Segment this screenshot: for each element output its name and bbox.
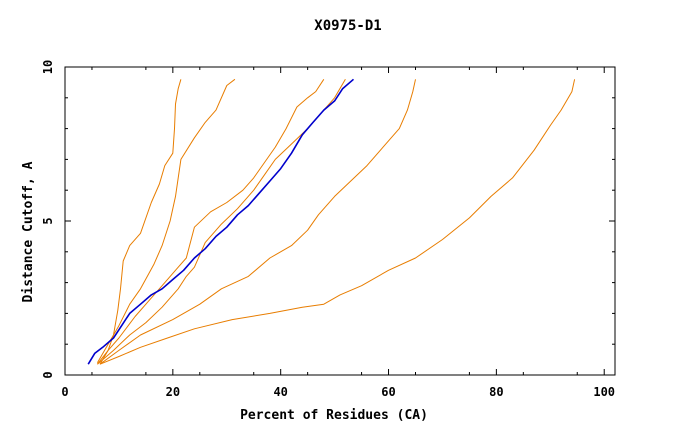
series-line-model-f xyxy=(99,79,576,365)
series-line-model-d xyxy=(97,79,346,365)
y-axis-label: Distance Cutoff, A xyxy=(21,161,36,302)
series-line-model-e xyxy=(99,79,416,365)
x-tick-label: 60 xyxy=(381,385,395,399)
x-tick-label: 20 xyxy=(166,385,180,399)
axis-layer: 0 20 40 60 80 100 0 5 10 xyxy=(41,60,615,399)
series-layer xyxy=(87,78,576,365)
series-line-model-c xyxy=(97,79,325,365)
y-tick-label: 5 xyxy=(41,217,55,224)
series-line-model-a xyxy=(99,79,182,365)
plot-frame xyxy=(64,66,616,376)
chart-title: X0975-D1 xyxy=(314,18,381,34)
x-tick-label: 0 xyxy=(61,385,68,399)
series-line-model-blue xyxy=(87,78,355,365)
y-tick-label: 0 xyxy=(41,371,55,378)
series-line-model-b xyxy=(96,78,236,363)
y-tick-label: 10 xyxy=(41,60,55,74)
x-axis-label: Percent of Residues (CA) xyxy=(240,408,428,423)
x-tick-label: 40 xyxy=(273,385,287,399)
x-tick-label: 80 xyxy=(489,385,503,399)
x-tick-label: 100 xyxy=(593,385,615,399)
